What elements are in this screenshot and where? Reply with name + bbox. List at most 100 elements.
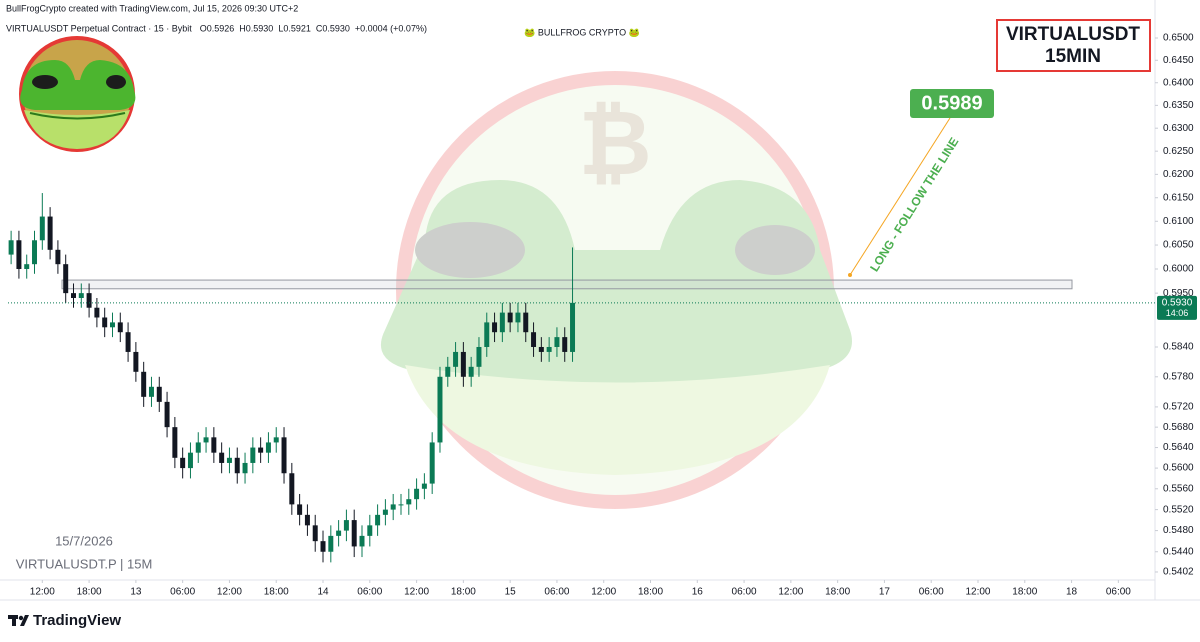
- target-label: 0.5989: [921, 92, 982, 114]
- candle-body: [429, 442, 435, 484]
- candle-body: [32, 240, 38, 265]
- candle-body: [367, 525, 373, 536]
- candle-body: [570, 302, 576, 352]
- candle-body: [281, 437, 287, 474]
- candle-body: [234, 457, 240, 474]
- x-tick-label: 17: [879, 587, 891, 598]
- x-tick-label: 06:00: [732, 587, 757, 598]
- y-tick-label: 0.5840: [1163, 342, 1194, 353]
- candle-body: [546, 346, 552, 352]
- x-tick-label: 16: [692, 587, 704, 598]
- y-tick-label: 0.6450: [1163, 55, 1194, 66]
- y-tick-label: 0.6100: [1163, 216, 1194, 227]
- brand-logo: [8, 615, 29, 626]
- candle-body: [375, 514, 381, 526]
- candle-body: [258, 447, 264, 453]
- y-tick-label: 0.5440: [1163, 546, 1194, 557]
- brand: TradingView: [33, 612, 121, 629]
- candle-body: [382, 509, 388, 515]
- candle-body: [476, 346, 482, 367]
- y-tick-label: 0.5950: [1163, 288, 1194, 299]
- ohlc-value: H0.5930: [239, 23, 273, 33]
- candle-body: [336, 530, 342, 536]
- x-tick-label: 18:00: [77, 587, 102, 598]
- x-tick-label: 13: [130, 587, 142, 598]
- candle-body: [164, 401, 170, 428]
- title-line: 15MIN: [1045, 46, 1101, 67]
- ohlc-value: +0.0004 (+0.07%): [355, 23, 427, 33]
- candle-body: [297, 504, 303, 515]
- x-tick-label: 12:00: [30, 587, 55, 598]
- ohlc-value: O0.5926: [200, 23, 235, 33]
- note: LONG - FOLLOW THE LINE: [867, 135, 961, 274]
- candle-body: [507, 312, 513, 323]
- candle-body: [343, 520, 349, 531]
- candle-body: [219, 452, 225, 463]
- candle-body: [203, 437, 209, 443]
- candle-body: [141, 371, 147, 397]
- ohlc-value: C0.5930: [316, 23, 350, 33]
- y-tick-label: 0.6150: [1163, 192, 1194, 203]
- candle-body: [226, 457, 232, 463]
- candle-body: [148, 386, 154, 397]
- x-tick-label: 18: [1066, 587, 1078, 598]
- candle-body: [16, 240, 22, 269]
- logo: [19, 36, 136, 152]
- x-tick-label: 18:00: [451, 587, 476, 598]
- candle-body: [414, 488, 420, 500]
- candle-body: [523, 312, 529, 333]
- candle-body: [133, 351, 139, 372]
- candle-body: [554, 337, 560, 347]
- y-tick-label: 0.6500: [1163, 33, 1194, 44]
- y-tick-label: 0.6000: [1163, 264, 1194, 275]
- y-tick-label: 0.5780: [1163, 371, 1194, 382]
- y-tick-label: 0.6200: [1163, 169, 1194, 180]
- candle-body: [538, 346, 544, 352]
- watermark-frog: ₿: [380, 71, 852, 509]
- arrow-line: [849, 117, 951, 276]
- credit: BullFrogCrypto created with TradingView.…: [6, 3, 298, 13]
- candle-body: [289, 473, 295, 505]
- ticker-label: VIRTUALUSDT.P | 15M: [16, 556, 153, 571]
- candle-body: [265, 442, 271, 453]
- candle-body: [195, 442, 201, 453]
- candle-body: [351, 520, 357, 547]
- date-label: 15/7/2026: [55, 533, 113, 548]
- x-tick-label: 12:00: [217, 587, 242, 598]
- candle-body: [55, 249, 61, 265]
- candle-body: [109, 322, 115, 328]
- candle-body: [437, 376, 443, 443]
- zone: [61, 279, 1073, 290]
- candle-body: [211, 437, 217, 453]
- candle-body: [453, 351, 459, 367]
- x-tick-label: 18:00: [264, 587, 289, 598]
- candle-body: [187, 452, 193, 469]
- y-tick-label: 0.6050: [1163, 240, 1194, 251]
- x-tick-label: 18:00: [1012, 587, 1037, 598]
- candle-body: [484, 322, 490, 347]
- candle-body: [445, 366, 451, 377]
- symbol: VIRTUALUSDT Perpetual Contract · 15 · By…: [6, 23, 192, 33]
- x-tick-label: 06:00: [170, 587, 195, 598]
- title-box: [996, 19, 1151, 72]
- candle-body: [312, 525, 318, 542]
- candle-body: [515, 312, 521, 323]
- candle-body: [499, 312, 505, 333]
- y-tick-label: 0.6300: [1163, 123, 1194, 134]
- candle-body: [39, 216, 45, 241]
- candle-body: [24, 264, 30, 269]
- y-tick-label: 0.5600: [1163, 463, 1194, 474]
- y-tick-label: 0.5402: [1163, 567, 1194, 578]
- candle-body: [47, 216, 53, 250]
- candle-body: [78, 293, 84, 298]
- candle-body: [102, 317, 108, 328]
- x-tick-label: 06:00: [919, 587, 944, 598]
- candle-body: [63, 264, 69, 294]
- candle-body: [172, 427, 178, 458]
- ohlc-value: L0.5921: [278, 23, 311, 33]
- candle-body: [8, 240, 14, 255]
- watermark-coin: ₿: [578, 94, 651, 194]
- x-tick-label: 14: [317, 587, 329, 598]
